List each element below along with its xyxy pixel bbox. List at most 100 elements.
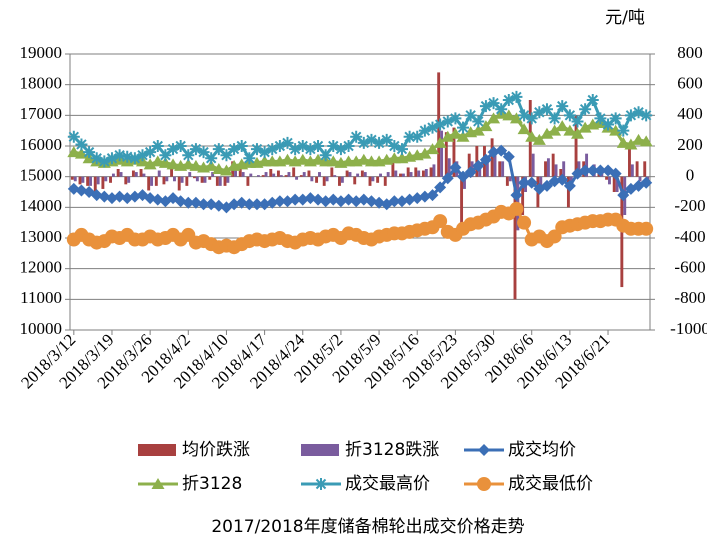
marker: [289, 193, 302, 206]
marker: [426, 143, 439, 155]
marker: [495, 103, 508, 116]
marker: [273, 140, 286, 152]
marker: [586, 164, 599, 177]
marker: [388, 195, 401, 208]
marker: [441, 172, 454, 185]
bar: [211, 172, 215, 177]
bar: [490, 138, 494, 177]
marker: [403, 193, 416, 206]
marker: [632, 133, 646, 145]
y-tick-label: 16000: [20, 135, 63, 154]
marker: [243, 198, 256, 211]
bar: [154, 176, 158, 186]
bar: [86, 176, 90, 186]
legend-label: 成交均价: [508, 440, 576, 460]
y-tick-label: 18000: [20, 74, 63, 93]
y-tick-label: 19000: [20, 43, 63, 62]
marker: [472, 115, 485, 128]
marker: [579, 103, 592, 116]
bar: [432, 164, 436, 177]
marker: [159, 149, 172, 162]
bar: [157, 170, 161, 177]
marker: [212, 163, 226, 174]
marker: [151, 193, 164, 206]
bar: [386, 172, 390, 177]
marker: [212, 199, 225, 212]
marker: [380, 133, 393, 146]
marker: [243, 152, 256, 165]
marker: [181, 158, 195, 170]
marker: [632, 106, 645, 119]
marker: [128, 152, 141, 165]
marker: [350, 130, 363, 143]
bar: [246, 176, 250, 186]
marker: [273, 195, 286, 208]
bar: [612, 176, 616, 192]
bar: [345, 170, 349, 177]
marker: [220, 149, 233, 162]
marker: [517, 123, 531, 135]
bar: [261, 175, 265, 177]
bar: [508, 176, 512, 182]
marker: [315, 478, 327, 490]
marker: [556, 173, 569, 186]
marker: [113, 149, 126, 162]
marker: [281, 195, 294, 208]
bar: [218, 176, 222, 186]
bar: [635, 161, 639, 177]
marker: [258, 146, 271, 159]
marker: [212, 143, 225, 156]
bar: [272, 173, 276, 177]
bar: [498, 161, 502, 177]
marker: [477, 477, 491, 491]
marker: [457, 121, 470, 134]
marker: [105, 192, 118, 205]
bar: [170, 162, 174, 177]
legend-label: 折3128跌涨: [345, 440, 439, 460]
marker: [166, 158, 180, 170]
bar: [241, 172, 245, 177]
marker: [75, 138, 88, 151]
bar: [421, 170, 425, 177]
bar: [131, 170, 135, 177]
marker: [563, 124, 577, 136]
marker: [525, 130, 539, 142]
marker: [586, 94, 599, 106]
bar: [73, 176, 77, 182]
y2-tick-label: -1000: [670, 319, 707, 338]
marker: [540, 179, 553, 192]
marker: [121, 192, 134, 205]
y2-tick-label: -600: [674, 258, 705, 277]
marker: [472, 159, 485, 172]
marker: [418, 190, 431, 203]
bar: [360, 170, 364, 177]
marker: [205, 198, 218, 211]
marker: [426, 121, 439, 134]
marker: [403, 130, 416, 143]
marker: [624, 138, 638, 150]
marker: [502, 150, 515, 163]
bar: [401, 173, 405, 177]
marker: [174, 195, 187, 208]
marker: [296, 140, 309, 152]
marker: [464, 109, 477, 122]
bar: [200, 176, 204, 183]
marker: [219, 164, 233, 176]
marker: [434, 181, 447, 194]
y-tick-label: 17000: [20, 104, 63, 123]
marker: [311, 153, 325, 165]
marker: [395, 143, 408, 156]
bar: [467, 153, 471, 177]
marker: [609, 124, 623, 136]
bar: [134, 172, 138, 177]
marker: [327, 140, 340, 152]
marker: [197, 146, 210, 159]
bar: [353, 176, 357, 185]
marker: [319, 149, 332, 162]
marker: [433, 214, 448, 229]
y-tick-label: 15000: [20, 166, 63, 185]
bar: [440, 130, 444, 177]
marker: [449, 112, 462, 125]
marker: [563, 179, 576, 192]
